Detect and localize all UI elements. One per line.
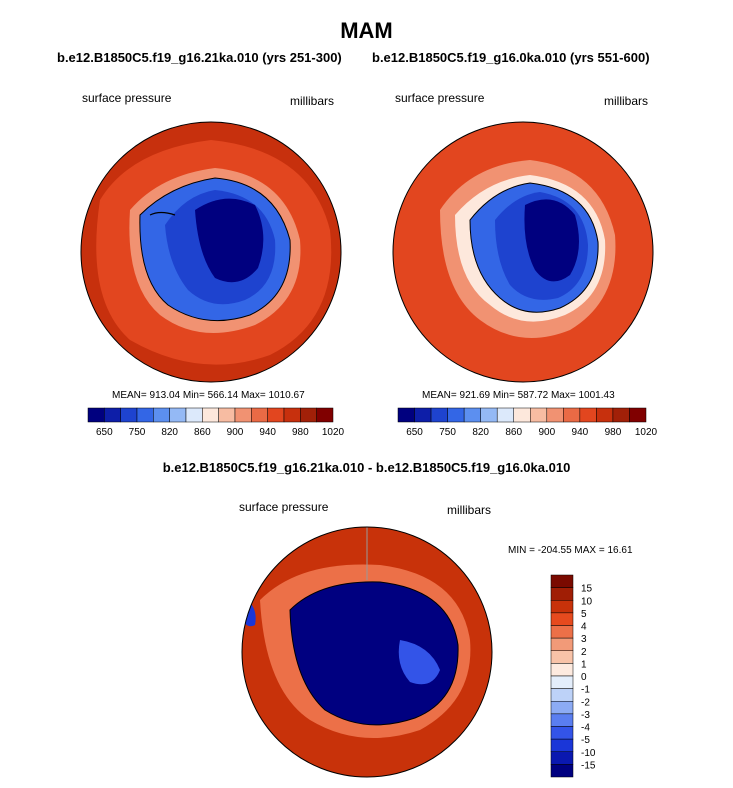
right-colorbar-swatch	[513, 407, 531, 423]
left-map	[80, 121, 342, 383]
diff-panel-title: b.e12.B1850C5.f19_g16.21ka.010 - b.e12.B…	[162, 460, 571, 475]
right-colorbar-swatch	[579, 407, 597, 423]
left-colorbar-tick-label: 650	[96, 427, 113, 438]
left-colorbar-tick-label: 900	[227, 427, 244, 438]
right-colorbar-tick-label: 650	[406, 427, 423, 438]
diff-field-label: surface pressure	[239, 500, 329, 514]
left-colorbar-tick-label: 750	[129, 427, 146, 438]
right-map	[392, 121, 654, 383]
diff-colorbar-swatch	[550, 663, 574, 677]
diff-colorbar-swatch	[550, 738, 574, 752]
right-stats: MEAN= 921.69 Min= 587.72 Max= 1001.43	[422, 390, 615, 401]
left-colorbar-tick-label: 1020	[322, 427, 345, 438]
diff-colorbar-tick-label: 3	[581, 634, 587, 645]
left-colorbar-swatch	[234, 407, 252, 423]
right-units-label: millibars	[604, 94, 649, 108]
diff-colorbar-swatch	[550, 751, 574, 765]
diff-colorbar-tick-label: -3	[581, 710, 590, 721]
right-colorbar-swatch	[480, 407, 498, 423]
diff-colorbar-tick-label: 5	[581, 609, 587, 620]
right-field-label: surface pressure	[395, 91, 485, 105]
right-colorbar-swatch	[496, 407, 514, 423]
right-colorbar-swatch	[596, 407, 614, 423]
diff-colorbar-swatch	[550, 688, 574, 702]
left-colorbar-swatch	[87, 407, 105, 423]
right-colorbar-tick-label: 980	[605, 427, 622, 438]
diff-colorbar-swatch	[550, 600, 574, 614]
diff-colorbar-swatch	[550, 587, 574, 601]
right-colorbar-tick-label: 860	[505, 427, 522, 438]
right-colorbar-swatch	[397, 407, 415, 423]
diff-colorbar-swatch	[550, 574, 574, 588]
right-colorbar-swatch	[612, 407, 630, 423]
left-units-label: millibars	[290, 94, 335, 108]
right-colorbar-swatch	[430, 407, 448, 423]
right-colorbar-swatch	[463, 407, 481, 423]
right-colorbar-tick-label: 1020	[635, 427, 658, 438]
left-colorbar-swatch	[185, 407, 203, 423]
diff-colorbar-swatch	[550, 726, 574, 740]
diff-colorbar-swatch	[550, 764, 574, 778]
right-colorbar-tick-label: 820	[472, 427, 489, 438]
right-colorbar-swatch	[629, 407, 647, 423]
diff-map	[241, 526, 493, 778]
diff-colorbar-tick-label: -4	[581, 723, 590, 734]
diff-colorbar-tick-label: -5	[581, 735, 590, 746]
left-colorbar-swatch	[136, 407, 154, 423]
diff-colorbar-swatch	[550, 713, 574, 727]
left-colorbar-swatch	[283, 407, 301, 423]
left-stats: MEAN= 913.04 Min= 566.14 Max= 1010.67	[112, 390, 305, 401]
right-colorbar-swatch	[563, 407, 581, 423]
diff-colorbar-tick-label: 0	[581, 672, 587, 683]
diff-colorbar-tick-label: -15	[581, 760, 596, 771]
left-panel-title: b.e12.B1850C5.f19_g16.21ka.010 (yrs 251-…	[57, 50, 342, 65]
diff-colorbar-tick-label: 10	[581, 596, 593, 607]
left-colorbar-swatch	[300, 407, 317, 423]
left-colorbar-tick-label: 820	[161, 427, 178, 438]
right-colorbar: 650 750 820 860 900 940 980 1020	[397, 407, 658, 438]
left-colorbar-swatch	[169, 407, 187, 423]
left-colorbar-swatch	[120, 407, 138, 423]
diff-colorbar-swatch	[550, 701, 574, 715]
right-colorbar-tick-label: 940	[572, 427, 589, 438]
diff-colorbar-tick-label: 1	[581, 659, 587, 670]
right-colorbar-swatch	[546, 407, 564, 423]
diff-stats: MIN = -204.55 MAX = 16.61	[508, 545, 633, 556]
diff-colorbar-tick-label: -2	[581, 697, 590, 708]
left-colorbar-swatch	[267, 407, 285, 423]
left-colorbar-swatch	[104, 407, 121, 423]
left-colorbar-swatch	[218, 407, 236, 423]
left-field-label: surface pressure	[82, 91, 172, 105]
figure-title: MAM	[340, 18, 393, 43]
right-colorbar-swatch	[447, 407, 465, 423]
diff-colorbar-swatch	[550, 675, 574, 689]
left-colorbar-swatch	[153, 407, 170, 423]
left-colorbar-swatch	[316, 407, 334, 423]
left-colorbar-tick-label: 980	[292, 427, 309, 438]
diff-colorbar-tick-label: -1	[581, 685, 590, 696]
left-colorbar-swatch	[251, 407, 268, 423]
left-colorbar-tick-label: 940	[259, 427, 276, 438]
left-colorbar-swatch	[202, 407, 219, 423]
right-panel-title: b.e12.B1850C5.f19_g16.0ka.010 (yrs 551-6…	[372, 50, 650, 65]
right-colorbar-swatch	[530, 407, 548, 423]
right-colorbar-swatch	[414, 407, 432, 423]
right-colorbar-tick-label: 750	[439, 427, 456, 438]
right-colorbar-tick-label: 900	[538, 427, 555, 438]
diff-colorbar-swatch	[550, 625, 574, 639]
diff-colorbar-tick-label: 2	[581, 647, 587, 658]
diff-colorbar-swatch	[550, 612, 574, 626]
diff-colorbar-swatch	[550, 637, 574, 651]
diff-colorbar-tick-label: 4	[581, 622, 587, 633]
diff-units-label: millibars	[447, 503, 492, 517]
left-colorbar: 650 750 820 860 900 940 980 1020	[87, 407, 345, 438]
diff-colorbar-tick-label: -10	[581, 748, 596, 759]
diff-colorbar-tick-label: 15	[581, 584, 593, 595]
left-colorbar-tick-label: 860	[194, 427, 211, 438]
diff-colorbar-swatch	[550, 650, 574, 664]
